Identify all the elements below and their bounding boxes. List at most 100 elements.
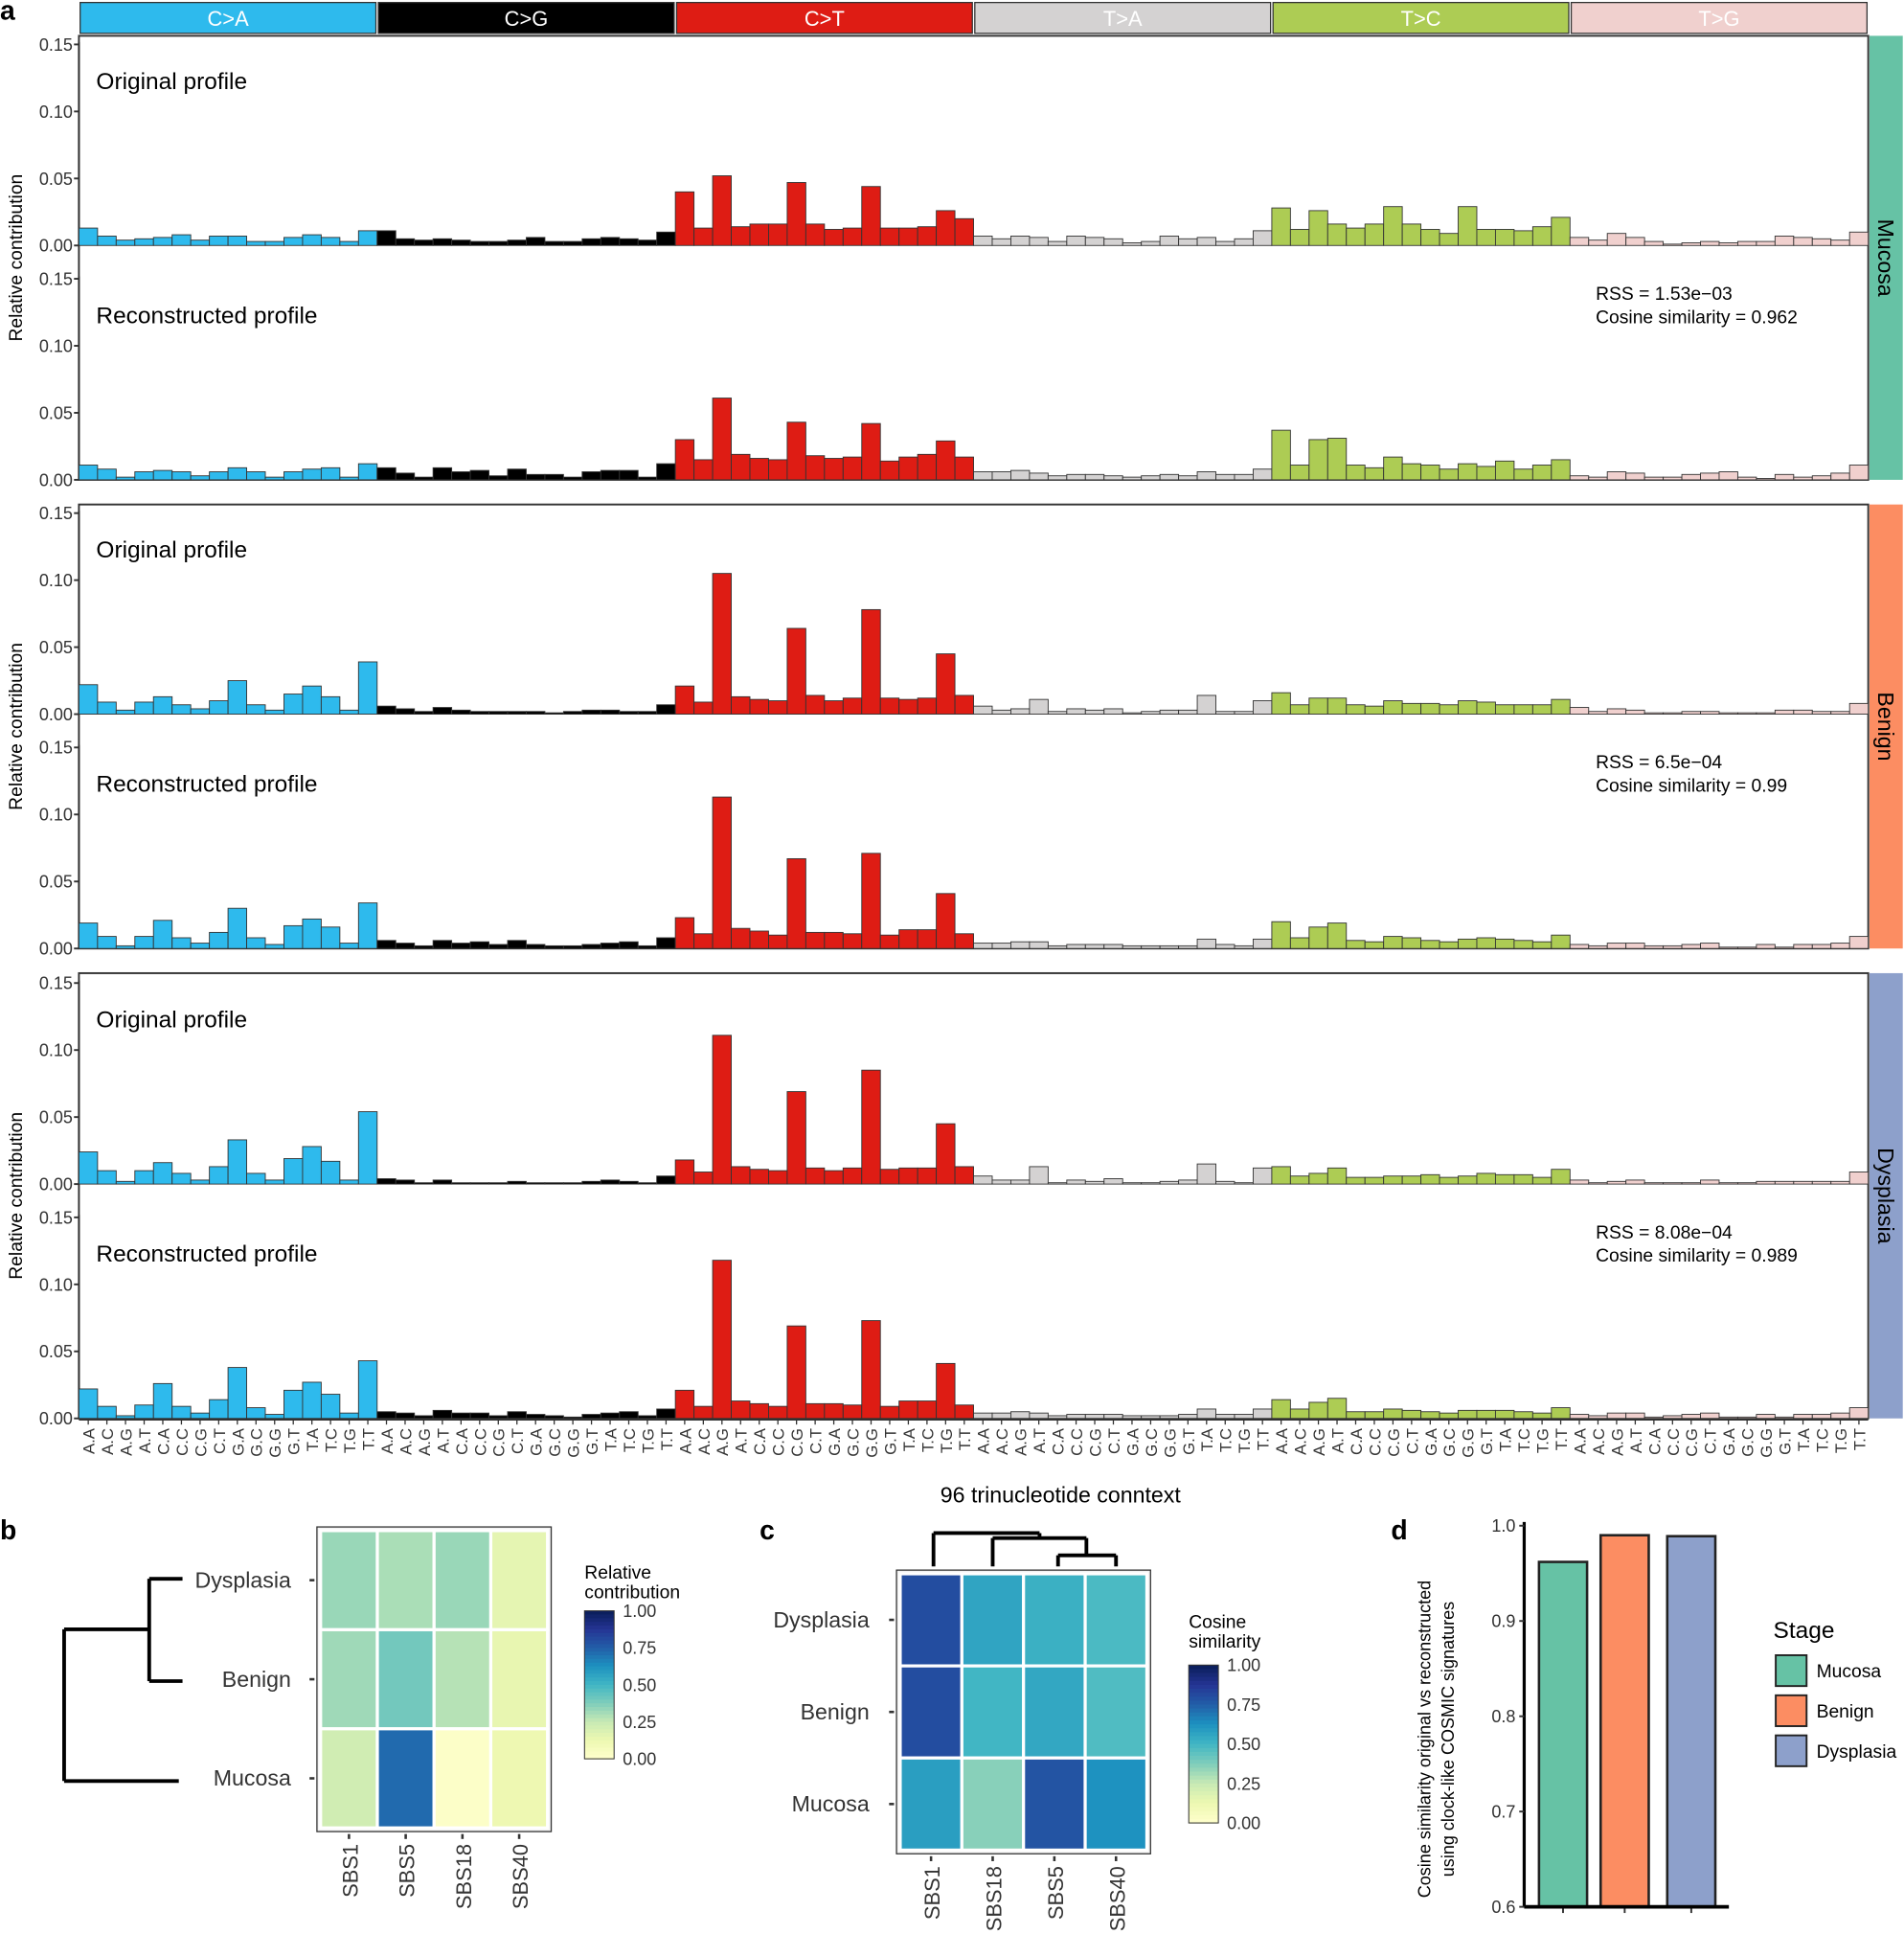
profile-bar bbox=[1663, 476, 1683, 481]
profile-bar bbox=[1401, 937, 1422, 949]
stage-bar bbox=[1598, 1534, 1650, 1908]
profile-bar bbox=[507, 1180, 527, 1185]
mutation-type-strip bbox=[1272, 1, 1570, 34]
profile-bar bbox=[674, 1159, 695, 1185]
y-tick-label: 0.05 bbox=[39, 170, 73, 189]
profile-bar bbox=[134, 238, 154, 246]
profile-bar bbox=[1271, 1399, 1291, 1420]
profile-bar bbox=[936, 1362, 956, 1420]
x-tick-label: T.G bbox=[1534, 1428, 1553, 1453]
x-tick-label: T.A bbox=[1795, 1427, 1813, 1451]
x-tick-label: G.C bbox=[844, 1428, 862, 1457]
legend-gradient-step bbox=[584, 1648, 615, 1652]
profile-bar bbox=[526, 237, 546, 246]
profile-bar bbox=[1420, 702, 1440, 715]
legend-gradient-step bbox=[1189, 1818, 1219, 1824]
legend-title: similarity bbox=[1189, 1632, 1260, 1652]
heatmap-cell bbox=[432, 1529, 493, 1631]
profile-bar bbox=[1736, 712, 1757, 715]
profile-bar bbox=[1122, 944, 1143, 949]
profile-bar bbox=[1793, 476, 1813, 481]
y-tick-label: 0.00 bbox=[39, 940, 73, 959]
profile-bar bbox=[395, 1412, 416, 1420]
legend-gradient-step bbox=[584, 1743, 615, 1749]
mutation-type-strip bbox=[1570, 1, 1869, 34]
profile-bar bbox=[674, 917, 695, 949]
legend-tick-label: 0.50 bbox=[623, 1675, 656, 1695]
legend-title: Cosine bbox=[1189, 1613, 1246, 1633]
legend-gradient-step bbox=[1189, 1760, 1219, 1764]
profile-bar bbox=[917, 453, 938, 481]
profile-bar bbox=[246, 240, 266, 246]
profile-bar bbox=[1774, 709, 1795, 715]
profile-bar bbox=[637, 711, 658, 715]
profile-bar bbox=[562, 1182, 583, 1185]
legend-gradient-step bbox=[584, 1658, 615, 1664]
profile-bar bbox=[1643, 1416, 1665, 1420]
profile-bar bbox=[1494, 1409, 1515, 1420]
profile-bar bbox=[488, 944, 509, 949]
profile-bar bbox=[544, 944, 564, 949]
profile-bar bbox=[619, 1180, 639, 1185]
profile-bar bbox=[97, 468, 117, 481]
profile-bar bbox=[1551, 459, 1571, 481]
profile-bar bbox=[1215, 473, 1235, 481]
profile-bar bbox=[320, 466, 341, 481]
profile-label: Reconstructed profile bbox=[96, 1241, 317, 1267]
profile-bar bbox=[451, 239, 471, 246]
y-tick-label: 1.0 bbox=[1491, 1516, 1515, 1536]
profile-bar bbox=[1663, 944, 1683, 949]
profile-bar bbox=[414, 1182, 434, 1185]
profile-bar bbox=[1271, 207, 1291, 246]
profile-bar bbox=[507, 1411, 527, 1420]
profile-bar bbox=[1084, 709, 1105, 715]
x-tick-label: G.G bbox=[266, 1428, 284, 1458]
profile-bar bbox=[1271, 692, 1291, 715]
legend-gradient-step bbox=[584, 1632, 615, 1638]
profile-bar bbox=[1029, 472, 1049, 481]
profile-bar bbox=[1736, 240, 1757, 246]
profile-bar bbox=[1122, 1415, 1143, 1420]
legend-tick-label: 0.00 bbox=[623, 1750, 656, 1769]
profile-bar bbox=[824, 458, 844, 481]
profile-bar bbox=[209, 236, 229, 246]
legend-gradient-step bbox=[584, 1751, 615, 1756]
legend-gradient-step bbox=[1189, 1767, 1219, 1773]
profile-bar bbox=[171, 471, 192, 481]
x-tick-label: A.G bbox=[1310, 1428, 1328, 1456]
profile-bar bbox=[786, 627, 806, 715]
profile-bar bbox=[1383, 1408, 1403, 1420]
profile-bar bbox=[227, 680, 248, 715]
cosine-annotation: Cosine similarity = 0.962 bbox=[1596, 307, 1798, 328]
profile-bar bbox=[1364, 1176, 1385, 1185]
profile-bar bbox=[1606, 1180, 1627, 1185]
profile-bar bbox=[1308, 697, 1328, 715]
x-tick-label: C.C bbox=[1068, 1428, 1086, 1456]
legend-gradient-step bbox=[584, 1670, 615, 1674]
profile-bar bbox=[1848, 702, 1870, 715]
profile-bar bbox=[1588, 1415, 1608, 1420]
profile-bar bbox=[1494, 938, 1515, 949]
x-tick-label: G.A bbox=[1422, 1427, 1440, 1456]
profile-bar bbox=[451, 1182, 471, 1185]
legend-colorbar bbox=[583, 1610, 615, 1760]
legend-gradient-step bbox=[1189, 1775, 1219, 1781]
rss-annotation: RSS = 1.53e−03 bbox=[1596, 284, 1733, 305]
profile-bar bbox=[264, 1414, 284, 1420]
x-tick-label: T.T bbox=[1255, 1428, 1273, 1450]
legend-gradient-step bbox=[1189, 1696, 1219, 1701]
profile-bar bbox=[414, 239, 434, 246]
x-tick-label: T.A bbox=[601, 1427, 620, 1451]
legend-gradient-step bbox=[584, 1622, 615, 1627]
column-label: SBS18 bbox=[452, 1844, 476, 1909]
profile-bar bbox=[1531, 1176, 1553, 1185]
legend-swatch bbox=[1775, 1653, 1808, 1688]
profile-bar bbox=[1756, 944, 1776, 949]
heatmap-cell bbox=[960, 1664, 1026, 1760]
profile-bar bbox=[1029, 941, 1049, 949]
profile-bar bbox=[395, 943, 416, 949]
mutation-type-label: C>A bbox=[208, 7, 250, 31]
profile-bar bbox=[526, 1182, 546, 1185]
profile-bar bbox=[879, 1169, 900, 1185]
x-tick-label: C.G bbox=[1086, 1428, 1104, 1457]
